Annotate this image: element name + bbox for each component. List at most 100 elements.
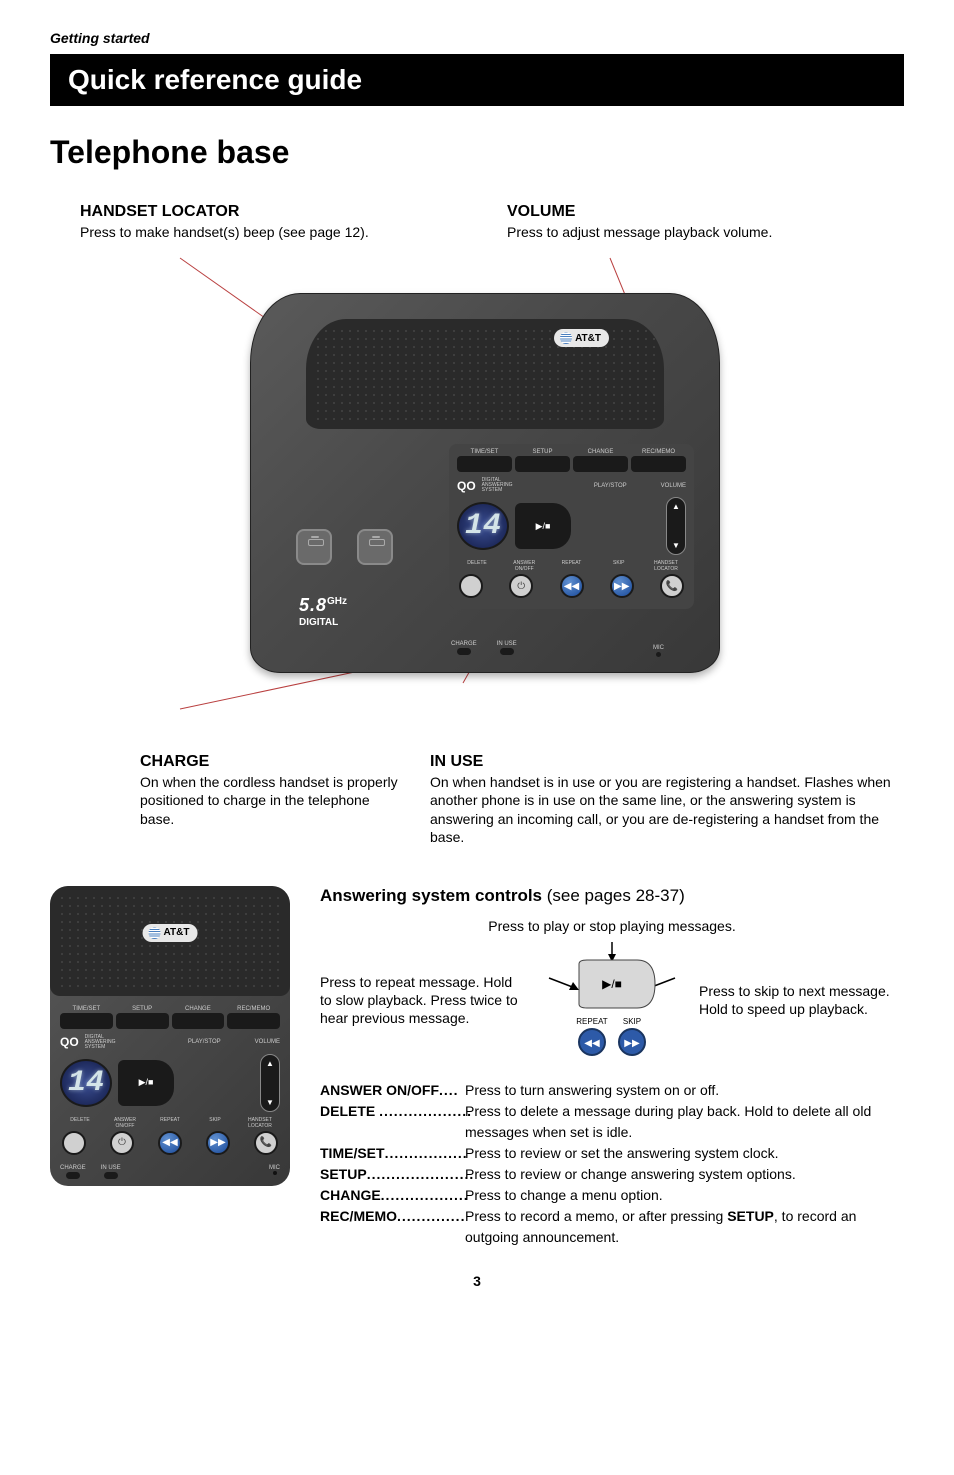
term-recmemo: REC/MEMO.............. bbox=[320, 1206, 465, 1248]
telephone-base-device: AT&T 5.8GHzDIGITAL TIME/SET SETUP CHANGE… bbox=[250, 293, 720, 673]
speaker-grill bbox=[306, 319, 664, 429]
term-delete: DELETE ................... bbox=[320, 1101, 465, 1143]
charge-led-label: CHARGE bbox=[451, 641, 477, 647]
def-change: CHANGE.................. Press to change… bbox=[320, 1185, 904, 1206]
small-att-text: AT&T bbox=[164, 927, 190, 938]
small-device-image: AT&T TIME/SET SETUP CHANGE REC/MEMO QO D… bbox=[50, 886, 290, 1186]
top-callouts: HANDSET LOCATOR Press to make handset(s)… bbox=[50, 203, 904, 241]
svg-text:▶▶: ▶▶ bbox=[624, 1038, 640, 1049]
small-control-panel: TIME/SET SETUP CHANGE REC/MEMO QO DIGITA… bbox=[60, 1006, 280, 1176]
inuse-text: On when handset is in use or you are reg… bbox=[430, 773, 904, 846]
charge-title: CHARGE bbox=[140, 753, 400, 771]
charge-indicator: CHARGE bbox=[451, 641, 477, 657]
desc-timeset: Press to review or set the answering sys… bbox=[465, 1143, 904, 1164]
desc-answer-onoff: Press to turn answering system on or off… bbox=[465, 1080, 904, 1101]
btn-label-change: CHANGE bbox=[573, 449, 628, 455]
def-recmemo: REC/MEMO.............. Press to record a… bbox=[320, 1206, 904, 1248]
svg-text:▶/■: ▶/■ bbox=[602, 977, 622, 991]
def-answer-onoff: ANSWER ON/OFF.... Press to turn answerin… bbox=[320, 1080, 904, 1101]
sm-play-stop-btn: ▶/■ bbox=[118, 1060, 174, 1106]
play-diagram-svg: ▶/■ REPEAT SKIP ◀◀ ▶▶ bbox=[537, 940, 687, 1060]
svg-text:◀◀: ◀◀ bbox=[584, 1038, 600, 1049]
top-button-row bbox=[457, 456, 686, 472]
timeset-button bbox=[457, 456, 512, 472]
desc-recmemo: Press to record a memo, or after pressin… bbox=[465, 1206, 904, 1248]
sm-inuse-indicator: IN USE bbox=[101, 1165, 121, 1181]
term-timeset: TIME/SET................. bbox=[320, 1143, 465, 1164]
sm-locator-label: HANDSETLOCATOR bbox=[242, 1117, 278, 1129]
inuse-title: IN USE bbox=[430, 753, 904, 771]
def-setup: SETUP...................... Press to rev… bbox=[320, 1164, 904, 1185]
model-number: 5.8 bbox=[299, 595, 327, 615]
sm-vol-up-icon: ▲ bbox=[266, 1059, 274, 1068]
section-label: Getting started bbox=[50, 30, 904, 46]
inuse-indicator: IN USE bbox=[497, 641, 517, 657]
att-text: AT&T bbox=[575, 333, 601, 344]
sm-label-change: CHANGE bbox=[172, 1006, 225, 1012]
term-change: CHANGE.................. bbox=[320, 1185, 465, 1206]
volume-label: VOLUME bbox=[661, 483, 686, 489]
playstop-label: PLAY/STOP bbox=[594, 483, 627, 489]
att-logo: AT&T bbox=[554, 329, 609, 347]
repeat-label: REPEAT bbox=[554, 560, 590, 572]
att-globe-icon bbox=[560, 332, 572, 344]
sm-inuse-led bbox=[104, 1172, 118, 1179]
play-stop-button: ▶/■ bbox=[515, 503, 571, 549]
desc-delete: Press to delete a message during play ba… bbox=[465, 1101, 904, 1143]
recmemo-button bbox=[631, 456, 686, 472]
term-setup: SETUP...................... bbox=[320, 1164, 465, 1185]
sm-label-recmemo: REC/MEMO bbox=[227, 1006, 280, 1012]
handset-locator-button: 📞 bbox=[660, 574, 684, 598]
diagram-repeat-label: REPEAT bbox=[576, 1017, 608, 1026]
answer-onoff-button: ⏻ bbox=[509, 574, 533, 598]
tape-icon: QO bbox=[457, 479, 476, 493]
model-label: 5.8GHzDIGITAL bbox=[299, 595, 347, 637]
diagram-skip-label: SKIP bbox=[623, 1017, 641, 1026]
answering-title-text: Answering system controls bbox=[320, 886, 542, 905]
sm-mid-row: QO DIGITALANSWERINGSYSTEM PLAY/STOP VOLU… bbox=[60, 1035, 280, 1050]
play-stop-description: Press to play or stop playing messages. bbox=[320, 918, 904, 934]
sm-skip-label: SKIP bbox=[197, 1117, 233, 1129]
change-button bbox=[573, 456, 628, 472]
bottom-callouts: CHARGE On when the cordless handset is p… bbox=[50, 753, 904, 846]
handset-locator-label: HANDSETLOCATOR bbox=[648, 560, 684, 572]
quick-reference-title: Quick reference guide bbox=[50, 54, 904, 106]
control-panel: TIME/SET SETUP CHANGE REC/MEMO QO DIGITA… bbox=[449, 444, 694, 609]
sm-volume-label: VOLUME bbox=[255, 1039, 280, 1045]
sm-answer-label: ANSWERON/OFF bbox=[107, 1117, 143, 1129]
sm-recmemo-btn bbox=[227, 1013, 280, 1029]
sm-charge-indicator: CHARGE bbox=[60, 1165, 86, 1181]
play-button-diagram: ▶/■ REPEAT SKIP ◀◀ ▶▶ bbox=[537, 940, 687, 1060]
sm-bottom-labels: DELETE ANSWERON/OFF REPEAT SKIP HANDSETL… bbox=[60, 1117, 280, 1129]
answering-title: Answering system controls (see pages 28-… bbox=[320, 886, 904, 906]
repeat-description: Press to repeat message. Hold to slow pl… bbox=[320, 973, 525, 1028]
charge-text: On when the cordless handset is properly… bbox=[140, 773, 400, 828]
volume-down-icon: ▼ bbox=[672, 541, 680, 550]
led-indicators: CHARGE IN USE bbox=[451, 641, 517, 657]
main-heading: Telephone base bbox=[50, 134, 904, 171]
charge-callout: CHARGE On when the cordless handset is p… bbox=[140, 753, 400, 846]
charge-slots bbox=[296, 529, 393, 565]
volume-text: Press to adjust message playback volume. bbox=[507, 223, 904, 241]
desc-change: Press to change a menu option. bbox=[465, 1185, 904, 1206]
device-diagram-area: AT&T 5.8GHzDIGITAL TIME/SET SETUP CHANGE… bbox=[50, 253, 904, 743]
skip-description: Press to skip to next message. Hold to s… bbox=[699, 982, 904, 1018]
sm-charge-label: CHARGE bbox=[60, 1165, 86, 1171]
digital-answering-label: DIGITALANSWERINGSYSTEM bbox=[482, 478, 513, 493]
sm-digital-label: DIGITALANSWERINGSYSTEM bbox=[85, 1035, 116, 1050]
charge-led bbox=[457, 648, 471, 655]
mic-label: MIC bbox=[653, 645, 664, 651]
btn-label-recmemo: REC/MEMO bbox=[631, 449, 686, 455]
sm-indicators: CHARGE IN USE MIC bbox=[60, 1165, 280, 1181]
delete-label: DELETE bbox=[459, 560, 495, 572]
page-number: 3 bbox=[50, 1273, 904, 1289]
volume-callout: VOLUME Press to adjust message playback … bbox=[507, 203, 904, 241]
handset-locator-title: HANDSET LOCATOR bbox=[80, 203, 477, 221]
inuse-led bbox=[500, 648, 514, 655]
mic-indicator: MIC bbox=[653, 645, 664, 657]
charge-slot-1 bbox=[296, 529, 332, 565]
lower-section: AT&T TIME/SET SETUP CHANGE REC/MEMO QO D… bbox=[50, 886, 904, 1248]
btn-label-setup: SETUP bbox=[515, 449, 570, 455]
sm-inuse-label: IN USE bbox=[101, 1165, 121, 1171]
btn-label-timeset: TIME/SET bbox=[457, 449, 512, 455]
